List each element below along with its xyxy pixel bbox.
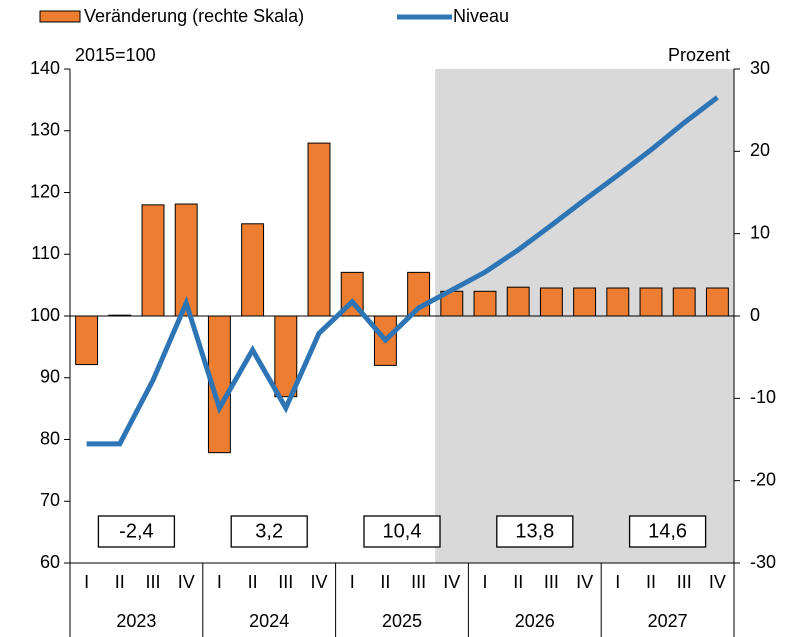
annotation: 13,8 — [515, 520, 554, 542]
y-tick-label: 60 — [40, 552, 60, 572]
x-tick-label: II — [380, 572, 390, 592]
y-tick-label: 140 — [30, 58, 60, 78]
x-tick-label: IV — [178, 572, 195, 592]
y2-tick-label: 30 — [750, 58, 770, 78]
y-tick-label: 100 — [30, 305, 60, 325]
annotation: 3,2 — [255, 520, 283, 542]
bar — [606, 287, 630, 317]
bar — [539, 287, 563, 317]
year-label: 2026 — [515, 611, 555, 631]
y2-tick-label: -10 — [750, 387, 776, 407]
y2-tick-label: -30 — [750, 552, 776, 572]
x-tick-label: I — [615, 572, 620, 592]
year-label: 2025 — [382, 611, 422, 631]
x-tick-label: III — [278, 572, 293, 592]
x-tick-label: I — [482, 572, 487, 592]
y-tick-label: 130 — [30, 120, 60, 140]
y2-axis-label: Prozent — [668, 45, 730, 65]
bar — [506, 286, 530, 317]
bar — [473, 290, 497, 317]
annotation-box — [363, 515, 441, 548]
x-tick-label: III — [677, 572, 692, 592]
y-axis-label: 2015=100 — [75, 45, 156, 65]
x-tick-label: III — [411, 572, 426, 592]
y2-tick-label: -20 — [750, 469, 776, 489]
x-tick-label: IV — [576, 572, 593, 592]
x-tick-label: II — [646, 572, 656, 592]
x-tick-label: IV — [709, 572, 726, 592]
line — [86, 95, 719, 447]
legend-label: Niveau — [453, 6, 509, 26]
y-tick-label: 120 — [30, 181, 60, 201]
y-tick-label: 90 — [40, 367, 60, 387]
x-tick-label: I — [84, 572, 89, 592]
annotation: 10,4 — [383, 520, 422, 542]
x-tick-label: II — [513, 572, 523, 592]
bar — [639, 287, 663, 317]
y2-tick-label: 10 — [750, 222, 770, 242]
annotation-box — [230, 515, 308, 548]
x-tick-label: IV — [310, 572, 327, 592]
x-tick-label: I — [217, 572, 222, 592]
bar — [141, 204, 165, 317]
y-tick-label: 70 — [40, 490, 60, 510]
legend-label: Veränderung (rechte Skala) — [84, 6, 304, 26]
legend-swatch — [39, 10, 81, 23]
y-tick-label: 80 — [40, 428, 60, 448]
x-tick-label: II — [115, 572, 125, 592]
annotation-box — [97, 515, 176, 548]
annotation: -2,4 — [119, 520, 153, 542]
x-tick-label: III — [145, 572, 160, 592]
bar — [75, 315, 99, 366]
x-tick-label: II — [248, 572, 258, 592]
year-label: 2024 — [249, 611, 289, 631]
y2-tick-label: 0 — [750, 305, 760, 325]
annotation-box — [496, 515, 574, 548]
bar — [274, 315, 298, 398]
bar — [672, 287, 696, 317]
annotation-box — [628, 515, 707, 548]
year-label: 2027 — [648, 611, 688, 631]
x-tick-label: I — [350, 572, 355, 592]
year-label: 2023 — [116, 611, 156, 631]
bar — [307, 142, 331, 317]
bar — [705, 287, 729, 317]
bar — [241, 223, 265, 317]
annotation: 14,6 — [648, 520, 687, 542]
y-tick-label: 110 — [31, 243, 60, 263]
bar — [573, 287, 597, 317]
y2-tick-label: 20 — [750, 140, 770, 160]
x-tick-label: IV — [443, 572, 460, 592]
x-tick-label: III — [544, 572, 559, 592]
